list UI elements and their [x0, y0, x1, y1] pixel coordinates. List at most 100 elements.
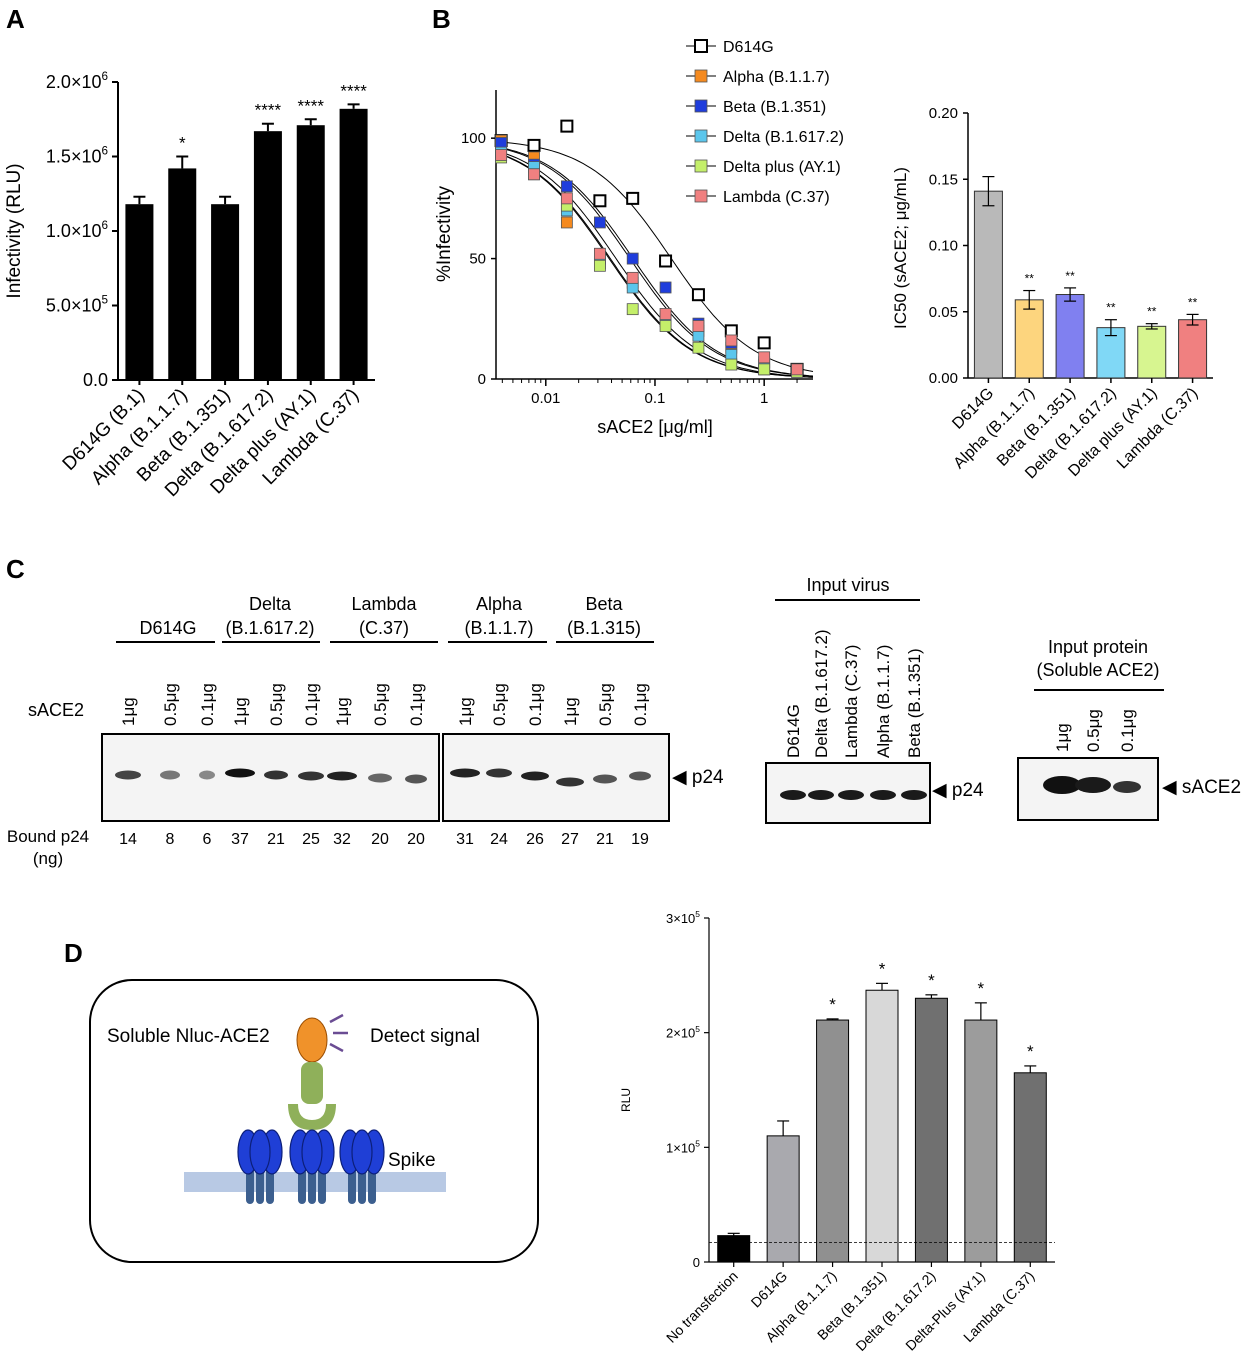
significance-mark: ** [1025, 272, 1035, 286]
panel-label-a: A [6, 4, 25, 34]
input-virus-lane-label: Beta (B.1.351) [905, 648, 924, 758]
bound-value: 6 [203, 831, 212, 848]
input-protein-lane-label: 0.1μg [1118, 709, 1137, 752]
ace2-receptor-icon [288, 1104, 336, 1130]
dose-label: 1μg [561, 697, 580, 726]
input-protein-subtitle: (Soluble ACE2) [1036, 660, 1159, 680]
dose-label: 1μg [231, 697, 250, 726]
group-sub: (B.1.1.7) [464, 618, 533, 638]
signal-label: Detect signal [370, 1026, 480, 1047]
spike-stalk-icon [246, 1166, 254, 1204]
bound-value: 21 [267, 831, 285, 848]
y-axis-label: IC50 (sACE2; μg/mL) [891, 167, 910, 329]
bound-value: 14 [119, 831, 137, 848]
panel-c-western-blots: D614G Delta (B.1.617.2) Lambda (C.37) Al… [7, 575, 1241, 868]
input-protein-lane-label: 0.5μg [1084, 709, 1103, 752]
spike-stalk-icon [266, 1166, 274, 1204]
sace2-band [1043, 776, 1081, 794]
input-virus-p24-label: ◀ p24 [932, 780, 984, 801]
input-virus-lanes: D614G Delta (B.1.617.2) Lambda (C.37) Alpha… [784, 629, 924, 758]
significance-mark: ** [1147, 305, 1157, 319]
input-virus-band [901, 790, 927, 800]
chart-b-neutralization-curves: 0 50 100 0.01 0.1 1 sACE2 [μg/ml] %Infectivity D… [434, 39, 844, 437]
dose-label: 0.1μg [198, 683, 217, 726]
significance-mark: * [829, 995, 836, 1014]
chart-d-rlu-bars: 0 1×105 2×105 3×105 RLU No transfection D614G *… [619, 909, 1055, 1354]
data-point [593, 259, 606, 272]
data-point [626, 252, 639, 265]
y-tick-label: 0.00 [929, 370, 958, 387]
significance-mark: **** [340, 81, 367, 100]
data-point [528, 168, 540, 181]
data-point [691, 288, 705, 302]
p24-band [629, 771, 651, 781]
bound-value: 31 [456, 831, 474, 848]
x-tick-label: No transfection [663, 1268, 741, 1346]
p24-band [199, 770, 215, 780]
p24-arrow-label: ◀ p24 [672, 767, 724, 788]
legend-marker [694, 129, 708, 143]
dose-label: 0.1μg [302, 683, 321, 726]
panel-label-c: C [6, 554, 25, 584]
bar [168, 168, 197, 380]
bar [973, 190, 1003, 379]
significance-mark: * [1027, 1042, 1034, 1061]
data-point [659, 308, 672, 320]
bar [1014, 299, 1044, 379]
dose-label: 0.5μg [596, 683, 615, 726]
data-point [757, 336, 771, 350]
dose-label: 1μg [119, 697, 138, 726]
x-axis-label: sACE2 [μg/ml] [597, 417, 712, 437]
bar [1013, 1072, 1047, 1263]
signal-rays-icon [329, 1013, 348, 1053]
bound-value: 20 [371, 831, 389, 848]
dose-label: 1μg [333, 697, 352, 726]
p24-band [556, 777, 584, 787]
y-tick-label: 3×105 [666, 909, 700, 926]
bar [1055, 294, 1085, 379]
p24-band [521, 771, 549, 781]
bound-value: 19 [631, 831, 649, 848]
bound-value: 27 [561, 831, 579, 848]
bar [211, 204, 240, 380]
p24-band [405, 774, 427, 784]
x-tick-label: D614G [748, 1268, 791, 1311]
p24-band [115, 770, 141, 780]
probe-label: Soluble Nluc-ACE2 [107, 1026, 270, 1047]
p24-band [486, 768, 512, 778]
y-tick-label: 1.0×106 [46, 219, 108, 241]
y-axis-label: %Infectivity [434, 185, 455, 282]
dose-label: 1μg [456, 697, 475, 726]
dose-label: 0.1μg [631, 683, 650, 726]
bar [125, 204, 154, 380]
y-tick-label: 0.10 [929, 238, 958, 255]
significance-mark: ** [1106, 301, 1116, 315]
spike-head-icon [301, 1129, 323, 1175]
data-point [626, 271, 639, 284]
row-label-sace2: sACE2 [28, 700, 84, 720]
y-tick-label: 2.0×106 [46, 70, 108, 92]
y-tick-label: 100 [461, 130, 486, 147]
bound-p24-unit: (ng) [33, 849, 63, 868]
spike-stalk-icon [308, 1166, 316, 1204]
sace2-band [1075, 777, 1111, 793]
ace2-stem-icon [301, 1062, 323, 1104]
input-virus-band [808, 790, 834, 800]
panel-d-schematic: Soluble Nluc-ACE2 Detect signal Spike [89, 979, 539, 1263]
y-tick-label: 5.0×105 [46, 293, 109, 315]
spike-stalk-icon [318, 1166, 326, 1204]
x-tick-label: 1 [760, 390, 768, 407]
data-point [560, 119, 574, 133]
spike-stalk-icon [368, 1166, 376, 1204]
input-virus-band [780, 790, 806, 800]
sace2-band [1113, 781, 1141, 793]
x-tick-label: 0.01 [531, 390, 560, 407]
input-protein-title: Input protein [1048, 637, 1148, 657]
legend-marker [694, 189, 708, 203]
data-point [560, 216, 573, 229]
bound-p24-label: Bound p24 [7, 827, 89, 846]
data-point [659, 281, 672, 294]
data-point [758, 363, 771, 376]
spike-trimers [237, 1129, 385, 1204]
